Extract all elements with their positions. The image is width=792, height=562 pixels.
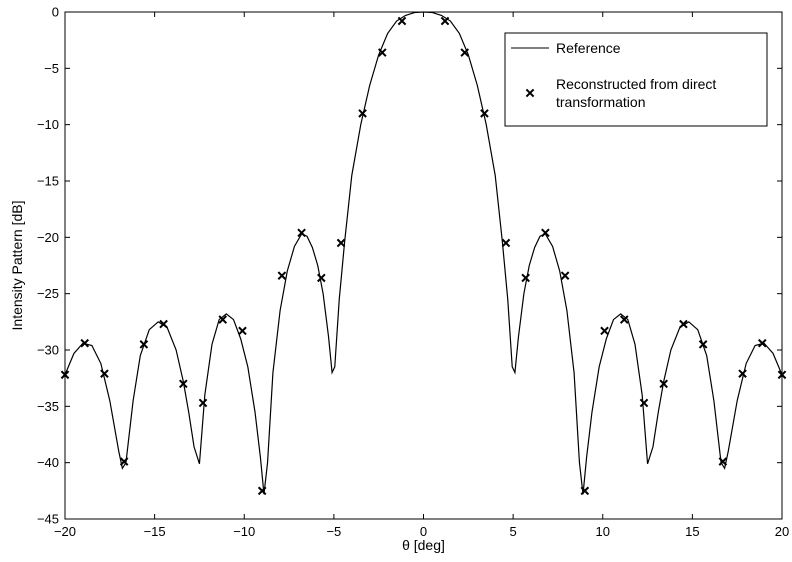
legend-x-marker [525,88,535,98]
y-tick-label: −30 [37,343,59,358]
reference-line [64,11,783,495]
series-layer [60,11,787,496]
axis-ticks [64,11,783,520]
reconstructed-marker [560,271,570,280]
reconstructed-marker [619,315,629,324]
reconstructed-marker [297,228,306,238]
legend-reconstructed-marker [525,88,535,98]
y-tick-label: 0 [52,5,59,20]
x-tick-label: 0 [420,524,427,539]
x-tick-label: 20 [775,524,789,539]
reconstructed-marker [639,398,649,408]
reconstructed-marker [238,326,247,336]
reconstructed-marker [521,273,530,283]
x-tick-label: −15 [144,524,166,539]
y-tick-label: −5 [44,61,59,76]
reconstructed-marker [480,109,489,118]
reconstructed-marker [501,238,511,248]
reconstructed-marker [178,379,188,389]
y-tick-label: −45 [37,512,59,527]
y-axis-label: Intensity Pattern [dB] [9,201,25,331]
legend-reference-label: Reference [556,40,621,56]
reconstructed-marker [757,338,767,348]
y-tick-label: −40 [37,455,59,470]
reconstructed-marker [257,486,267,496]
legend: Reference Reconstructed from direct tran… [504,32,768,127]
reconstructed-marker [159,319,168,329]
reconstructed-marker [777,370,787,380]
reconstructed-marker [119,457,129,466]
y-tick-label: −20 [37,230,59,245]
x-axis-label: θ [deg] [402,537,445,553]
reconstructed-marker [440,16,450,26]
y-tick-label: −10 [37,117,59,132]
reconstructed-marker [679,319,688,329]
x-tick-label: −20 [54,524,76,539]
reconstructed-marker [698,340,708,349]
x-tick-label: 10 [596,524,610,539]
legend-reconstructed-label-line1: Reconstructed from direct [556,76,716,92]
reconstructed-marker [377,48,387,57]
reconstructed-marker [80,338,90,348]
reconstructed-marker [198,398,208,408]
legend-reconstructed-label-line2: transformation [556,94,645,110]
reconstructed-marker [600,326,609,336]
reconstructed-marker [738,369,747,378]
reconstructed-marker [659,379,669,389]
x-tick-label: 5 [510,524,517,539]
reconstructed-marker [317,273,326,283]
reconstructed-marker [277,271,287,280]
reconstructed-marker [218,315,228,324]
reconstructed-marker [397,16,407,26]
reconstructed-marker [580,486,590,496]
reconstructed-marker [336,238,346,248]
reconstructed-marker [139,340,149,349]
reconstructed-marker [460,48,470,57]
x-tick-label: −5 [326,524,341,539]
reconstructed-marker [358,109,367,118]
y-tick-label: −25 [37,286,59,301]
reconstructed-marker [718,457,728,466]
x-tick-label: −10 [233,524,255,539]
reconstructed-marker [60,370,70,380]
reconstructed-marker [100,369,109,378]
y-tick-label: −15 [37,174,59,189]
x-tick-label: 15 [685,524,699,539]
axis-tick-labels: −20 −15 −10 −5 0 5 10 15 20 0 −5 −10 −15 −20 −25 −30 −35… [37,5,789,540]
reconstructed-marker [541,228,550,238]
y-tick-label: −35 [37,399,59,414]
plot-area: −20 −15 −10 −5 0 5 10 15 20 0 −5 −10 −15 −20 −25 −30 −35… [37,5,789,540]
